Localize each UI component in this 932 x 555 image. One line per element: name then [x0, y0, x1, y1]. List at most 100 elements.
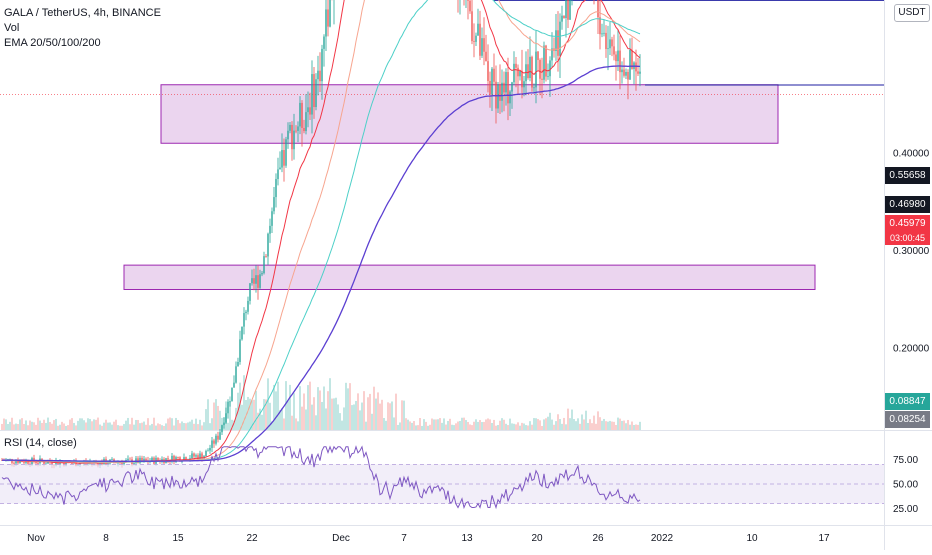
volume-bar [499, 420, 501, 430]
candle-body [537, 51, 539, 60]
volume-bar [455, 423, 457, 430]
candle-body [503, 82, 505, 93]
volume-bar [505, 423, 507, 430]
volume-bar [111, 424, 113, 430]
candle-body [475, 35, 477, 42]
volume-bar [451, 424, 453, 430]
volume-bar [351, 405, 353, 430]
candle-body [477, 23, 479, 36]
volume-bar [471, 425, 473, 430]
volume-bar [17, 424, 19, 430]
volume-bar [561, 423, 563, 430]
price-tick-label: 0.20000 [893, 344, 930, 355]
volume-bar [381, 399, 383, 430]
candle-body [315, 79, 317, 108]
volume-bar [489, 419, 491, 430]
candle-body [267, 233, 269, 257]
volume-bar [433, 419, 435, 430]
candle-body [599, 17, 601, 35]
volume-bar [1, 423, 3, 430]
volume-bar [621, 420, 623, 430]
volume-bar [295, 418, 297, 430]
volume-bar [479, 419, 481, 430]
candle-body [483, 38, 485, 52]
volume-bar [353, 404, 355, 430]
ema50-line [2, 0, 641, 464]
volume-bar [379, 403, 381, 430]
volume-bar [233, 420, 235, 430]
volume-bar [549, 412, 551, 430]
volume-bar [27, 425, 29, 430]
volume-bar [251, 400, 253, 430]
volume-bar [457, 421, 459, 430]
candle-body [55, 461, 57, 466]
zone-rect [123, 264, 816, 290]
candle-body [567, 0, 569, 20]
volume-bar [15, 423, 17, 430]
volume-bar [151, 423, 153, 430]
volume-bar [385, 420, 387, 430]
volume-bar [129, 424, 131, 430]
candle-body [287, 130, 289, 140]
volume-bar [87, 418, 89, 430]
candle-body [297, 126, 299, 131]
candle-body [545, 45, 547, 77]
candle-body [543, 45, 545, 80]
candle-body [539, 59, 541, 79]
volume-bar [609, 420, 611, 430]
volume-bar [107, 422, 109, 430]
volume-bar [203, 422, 205, 430]
candle-body [209, 447, 211, 451]
candle-body [47, 461, 49, 464]
volume-bar [473, 421, 475, 430]
candle-body [143, 458, 145, 461]
price-tick-label: 0.30000 [893, 246, 930, 257]
volume-bar [247, 396, 249, 430]
volume-bar [373, 386, 375, 430]
volume-bar [253, 399, 255, 430]
volume-bar [55, 418, 57, 430]
volume-bar [209, 423, 211, 430]
volume-bar [229, 396, 231, 430]
volume-bar [605, 421, 607, 430]
volume-bar [467, 421, 469, 430]
volume-bar [65, 425, 67, 430]
volume-bar [117, 425, 119, 430]
candle-body [301, 102, 303, 128]
volume-bar [323, 386, 325, 430]
volume-bar [265, 399, 267, 430]
volume-bar [589, 419, 591, 430]
volume-bar [255, 390, 257, 430]
volume-bar [47, 417, 49, 430]
candle-body [631, 49, 633, 69]
candle-body [621, 69, 623, 73]
currency-selector[interactable]: USDT [894, 4, 930, 22]
candle-body [467, 0, 469, 1]
volume-bar [9, 421, 11, 430]
candle-body [513, 63, 515, 83]
volume-bar [623, 420, 625, 430]
candle-body [219, 432, 221, 440]
volume-bar [305, 409, 307, 430]
volume-bar [225, 401, 227, 430]
volume-bar [299, 386, 301, 430]
candle-body [13, 462, 15, 464]
candle-body [601, 33, 603, 35]
volume-bar [81, 418, 83, 430]
volume-bar [275, 391, 277, 430]
volume-bar [45, 422, 47, 430]
ema100-line [2, 0, 641, 463]
time-tick-label: 17 [818, 533, 830, 544]
volume-bar [297, 421, 299, 430]
time-tick-label: Dec [332, 533, 350, 544]
volume-bar [521, 422, 523, 430]
volume-bar [205, 409, 207, 430]
candle-body [281, 150, 283, 168]
volume-bar [495, 425, 497, 430]
volume-bar [71, 418, 73, 430]
volume-bar [211, 418, 213, 430]
rsi-legend: RSI (14, close) [4, 437, 77, 449]
candle-body [635, 62, 637, 72]
